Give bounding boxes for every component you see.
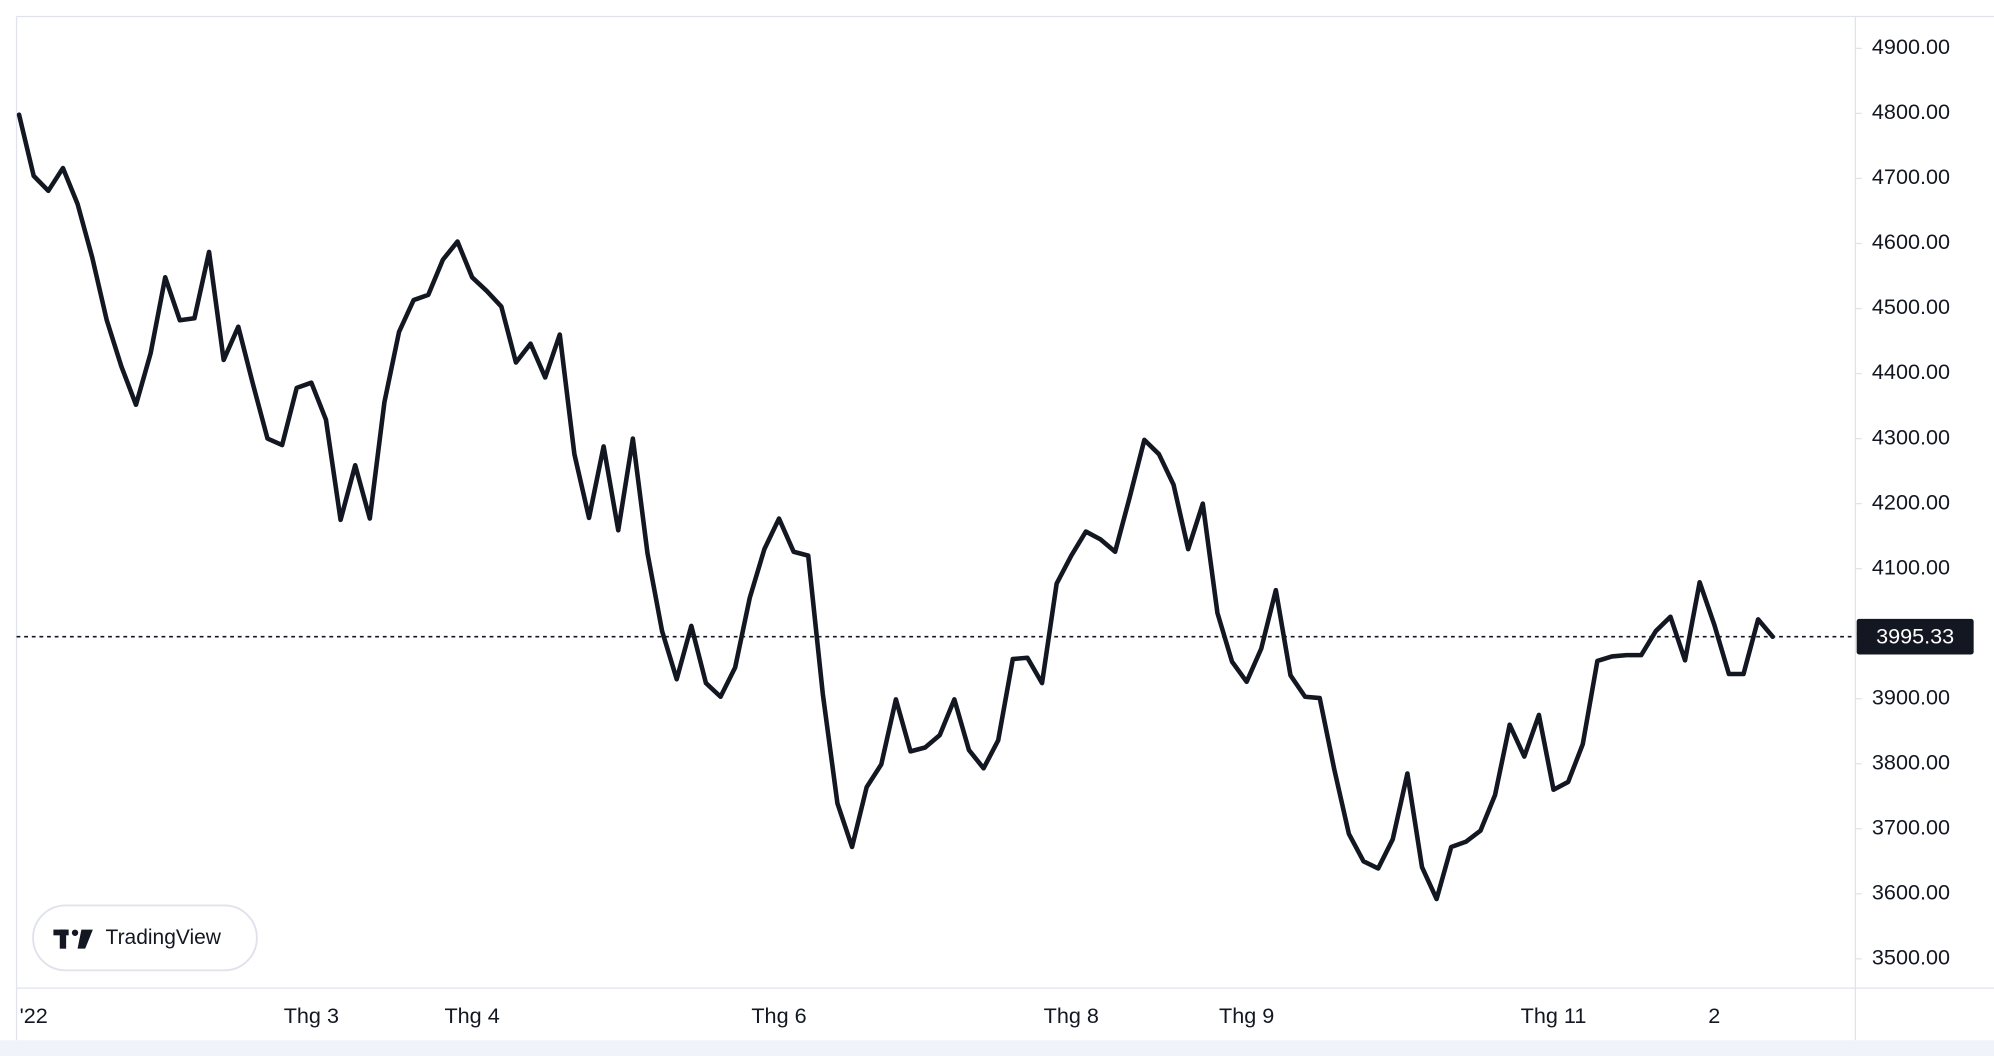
time-axis: '22 Thg 3 Thg 4 Thg 6 Thg 8 Thg 9 Thg 11 2 — [20, 1003, 1721, 1028]
x-tick-label: Thg 11 — [1521, 1003, 1587, 1028]
x-tick-label: Thg 6 — [751, 1003, 806, 1028]
y-tick-label: 4100.00 — [1872, 554, 1950, 579]
y-tick-label: 3500.00 — [1872, 945, 1950, 970]
x-tick-label: 2 — [1708, 1003, 1720, 1028]
y-tick-label: 4600.00 — [1872, 229, 1950, 254]
bottom-bar — [0, 1040, 1994, 1056]
price-line — [16, 112, 1776, 902]
y-tick-label: 3600.00 — [1872, 880, 1950, 905]
watermark-frame — [32, 904, 258, 972]
y-tick-label: 4500.00 — [1872, 294, 1950, 319]
watermark-badge[interactable]: TradingView — [32, 904, 258, 972]
watermark-text: TradingView — [106, 926, 222, 949]
x-tick-label: Thg 4 — [444, 1003, 499, 1028]
last-price-label: 3995.33 — [1876, 624, 1954, 649]
y-tick-label: 4800.00 — [1872, 99, 1950, 124]
y-tick-label: 3800.00 — [1872, 749, 1950, 774]
watermark-logo — [53, 929, 93, 949]
y-tick-label: 3900.00 — [1872, 684, 1950, 709]
x-tick-label: Thg 8 — [1044, 1003, 1099, 1028]
x-tick-label: '22 — [20, 1003, 48, 1028]
y-tick-label: 4300.00 — [1872, 424, 1950, 449]
y-tick-label: 4400.00 — [1872, 359, 1950, 384]
last-price-box — [1856, 618, 1974, 655]
y-tick-label: 4900.00 — [1872, 34, 1950, 59]
y-tick-label: 4200.00 — [1872, 489, 1950, 514]
plot-area — [16, 112, 1856, 902]
x-tick-label: Thg 3 — [284, 1003, 339, 1028]
y-tick-label: 3700.00 — [1872, 814, 1950, 839]
x-tick-label: Thg 9 — [1219, 1003, 1274, 1028]
y-tick-label: 4700.00 — [1872, 164, 1950, 189]
